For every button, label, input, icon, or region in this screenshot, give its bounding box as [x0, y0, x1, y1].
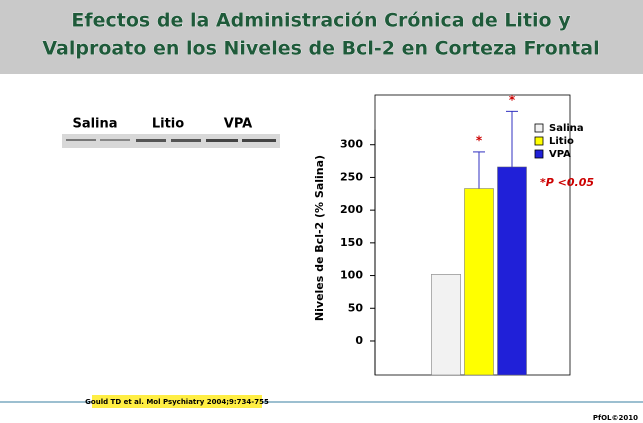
citation: Gould TD et al. Mol Psychiatry 2004;9:73… [85, 398, 269, 406]
legend-swatch [535, 137, 543, 145]
y-tick-label: 150 [340, 236, 363, 249]
y-tick-label: 100 [340, 269, 363, 282]
bar [498, 167, 527, 375]
bar [432, 274, 461, 375]
y-axis-label: Niveles de Bcl-2 (% Salina) [313, 155, 326, 321]
y-tick-label: 0 [355, 334, 363, 347]
legend-swatch [535, 150, 543, 158]
legend-label: VPA [549, 149, 571, 160]
credit: PfOL©2010 [593, 414, 638, 422]
blot-label: Salina [72, 117, 117, 132]
significance-mark: * [509, 93, 516, 107]
legend-swatch [535, 124, 543, 132]
legend-label: Litio [549, 136, 574, 147]
blot-label: Litio [152, 117, 184, 132]
title-line: Efectos de la Administración Crónica de … [71, 10, 571, 32]
blot-label: VPA [224, 117, 252, 132]
bar [465, 189, 494, 375]
y-tick-label: 50 [348, 301, 364, 314]
significance-mark: * [476, 133, 483, 147]
y-tick-label: 250 [340, 170, 363, 183]
title-line: Valproato en los Niveles de Bcl-2 en Cor… [42, 38, 599, 60]
western-blot [62, 134, 280, 148]
legend-label: Salina [549, 123, 584, 134]
y-tick-label: 300 [340, 138, 363, 151]
slide: Efectos de la Administración Crónica de … [0, 0, 643, 423]
significance-note: *P <0.05 [540, 176, 594, 189]
y-tick-label: 200 [340, 203, 363, 216]
